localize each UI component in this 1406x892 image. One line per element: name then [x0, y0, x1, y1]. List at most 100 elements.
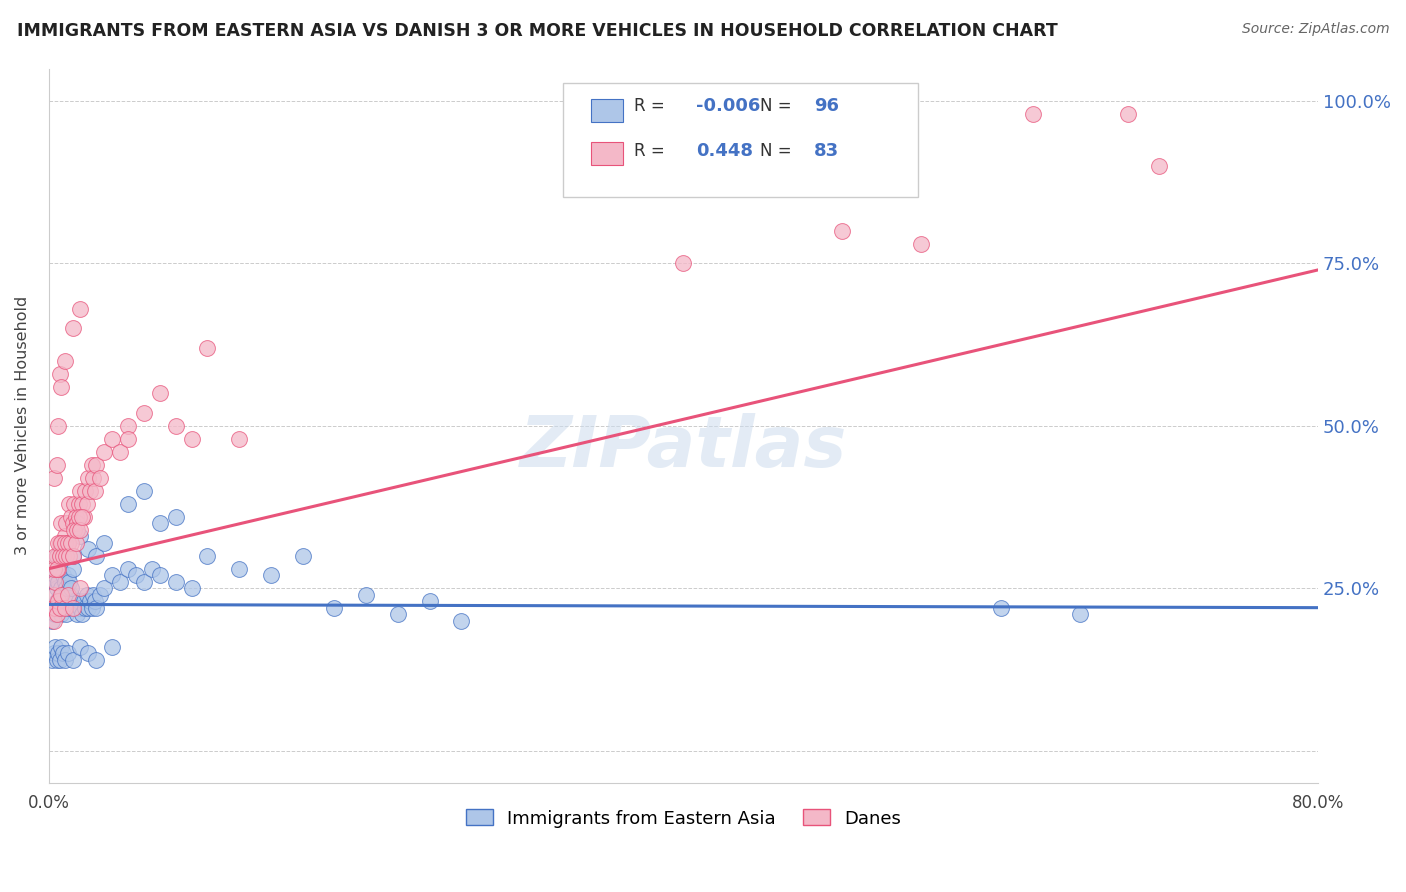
Point — [73, 594, 96, 608]
Point — [93, 444, 115, 458]
Point — [86, 652, 108, 666]
Text: Source: ZipAtlas.com: Source: ZipAtlas.com — [1241, 22, 1389, 37]
Point — [49, 549, 72, 563]
Point — [53, 574, 76, 589]
Point — [56, 535, 79, 549]
Point — [41, 600, 63, 615]
Point — [1021, 107, 1043, 121]
Point — [197, 341, 219, 355]
Point — [117, 432, 139, 446]
Point — [108, 574, 131, 589]
Point — [46, 646, 69, 660]
Point — [56, 588, 79, 602]
Point — [44, 607, 66, 622]
Point — [51, 607, 73, 622]
Text: 0.448: 0.448 — [696, 142, 754, 160]
Point — [73, 509, 96, 524]
Point — [59, 509, 82, 524]
Point — [44, 574, 66, 589]
Point — [387, 607, 409, 622]
Point — [52, 646, 75, 660]
Point — [65, 535, 87, 549]
Point — [75, 600, 97, 615]
Point — [45, 562, 67, 576]
Point — [990, 600, 1012, 615]
Text: -0.006: -0.006 — [696, 96, 761, 115]
Point — [52, 549, 75, 563]
Point — [62, 600, 84, 615]
Point — [51, 542, 73, 557]
Point — [53, 535, 76, 549]
Point — [53, 354, 76, 368]
Point — [56, 594, 79, 608]
Point — [69, 600, 91, 615]
Point — [63, 523, 86, 537]
Point — [76, 497, 98, 511]
Point — [1149, 159, 1171, 173]
Point — [165, 418, 187, 433]
Point — [66, 607, 89, 622]
Point — [44, 600, 66, 615]
Point — [165, 574, 187, 589]
Point — [42, 562, 65, 576]
Text: 83: 83 — [814, 142, 839, 160]
Point — [66, 523, 89, 537]
Text: ZIPatlas: ZIPatlas — [520, 413, 848, 482]
Text: 96: 96 — [814, 96, 839, 115]
Point — [52, 568, 75, 582]
Point — [66, 516, 89, 531]
Point — [62, 516, 84, 531]
Point — [89, 588, 111, 602]
Text: R =: R = — [634, 96, 669, 115]
Point — [46, 594, 69, 608]
Point — [67, 509, 90, 524]
Point — [1069, 607, 1091, 622]
Point — [89, 471, 111, 485]
Point — [149, 568, 172, 582]
Point — [41, 614, 63, 628]
Point — [69, 523, 91, 537]
Point — [80, 458, 103, 472]
Point — [180, 432, 202, 446]
Point — [55, 607, 77, 622]
Point — [101, 568, 124, 582]
Point — [79, 594, 101, 608]
Point — [53, 600, 76, 615]
Point — [83, 594, 105, 608]
Point — [53, 600, 76, 615]
Point — [44, 568, 66, 582]
Point — [69, 301, 91, 316]
Point — [83, 483, 105, 498]
Point — [51, 535, 73, 549]
Point — [62, 562, 84, 576]
Point — [42, 600, 65, 615]
Point — [197, 549, 219, 563]
Point — [70, 497, 93, 511]
Point — [69, 581, 91, 595]
Point — [45, 581, 67, 595]
Point — [49, 367, 72, 381]
Text: N =: N = — [759, 96, 796, 115]
Point — [65, 509, 87, 524]
Point — [46, 418, 69, 433]
Point — [117, 418, 139, 433]
Point — [86, 458, 108, 472]
Point — [46, 535, 69, 549]
Point — [44, 549, 66, 563]
Point — [51, 516, 73, 531]
Point — [165, 509, 187, 524]
Point — [63, 594, 86, 608]
Point — [132, 406, 155, 420]
Point — [77, 600, 100, 615]
Point — [51, 581, 73, 595]
Bar — [591, 99, 623, 122]
Point — [46, 574, 69, 589]
Point — [141, 562, 163, 576]
Point — [52, 594, 75, 608]
Point — [52, 549, 75, 563]
Point — [86, 549, 108, 563]
Point — [56, 535, 79, 549]
Point — [80, 600, 103, 615]
Point — [79, 483, 101, 498]
Point — [58, 497, 80, 511]
